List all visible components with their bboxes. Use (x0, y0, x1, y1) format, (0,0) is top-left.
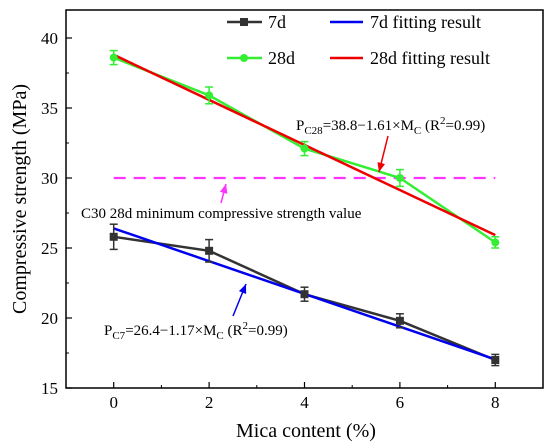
x-tick-label: 6 (396, 393, 405, 412)
data-point-7d (491, 356, 500, 364)
x-tick-label: 8 (491, 393, 500, 412)
data-point-28d (491, 238, 500, 247)
axis-ticks: 0 2 4 6 8 15 20 25 30 35 40 (41, 29, 500, 412)
equation-28d: PC28=38.8−1.61×MC (R2=0.99) (296, 115, 485, 137)
data-point-7d (395, 316, 404, 325)
data-point-28d (300, 144, 309, 153)
data-point-7d (300, 290, 309, 299)
arrow-28d-head (377, 162, 386, 172)
x-tick-label: 2 (205, 393, 214, 412)
data-point-7d (205, 246, 214, 255)
reference-line-label: C30 28d minimum compressive strength val… (81, 206, 362, 222)
data-point-7d (109, 232, 118, 241)
y-tick-label: 25 (41, 239, 58, 258)
legend-label-28d-fit: 28d fitting result (370, 48, 490, 68)
arrow-reference-head (219, 184, 228, 194)
x-tick-label: 4 (300, 393, 309, 412)
series-layer (109, 49, 500, 367)
x-tick-label: 0 (109, 393, 118, 412)
legend-marker-7d (240, 18, 248, 26)
x-axis-title: Mica content (%) (236, 420, 376, 442)
y-tick-label: 20 (41, 309, 58, 328)
y-tick-label: 15 (41, 379, 58, 398)
legend-label-7d: 7d (268, 12, 286, 32)
legend-label-7d-fit: 7d fitting result (370, 12, 481, 32)
legend-marker-28d (240, 54, 248, 62)
y-axis-title: Compressive strength (MPa) (9, 84, 31, 314)
data-point-28d (395, 174, 404, 182)
legend: 7d 7d fitting result 28d 28d fitting res… (227, 12, 490, 68)
annotation-arrows (219, 135, 389, 317)
data-point-28d (109, 53, 118, 62)
data-point-28d (205, 91, 214, 100)
y-tick-label: 40 (41, 29, 58, 48)
legend-label-28d: 28d (268, 48, 295, 68)
arrow-7d-head (238, 284, 247, 294)
y-tick-label: 35 (41, 99, 58, 118)
equation-7d: PC7=26.4−1.17×MC (R2=0.99) (104, 320, 288, 342)
y-tick-label: 30 (41, 169, 58, 188)
